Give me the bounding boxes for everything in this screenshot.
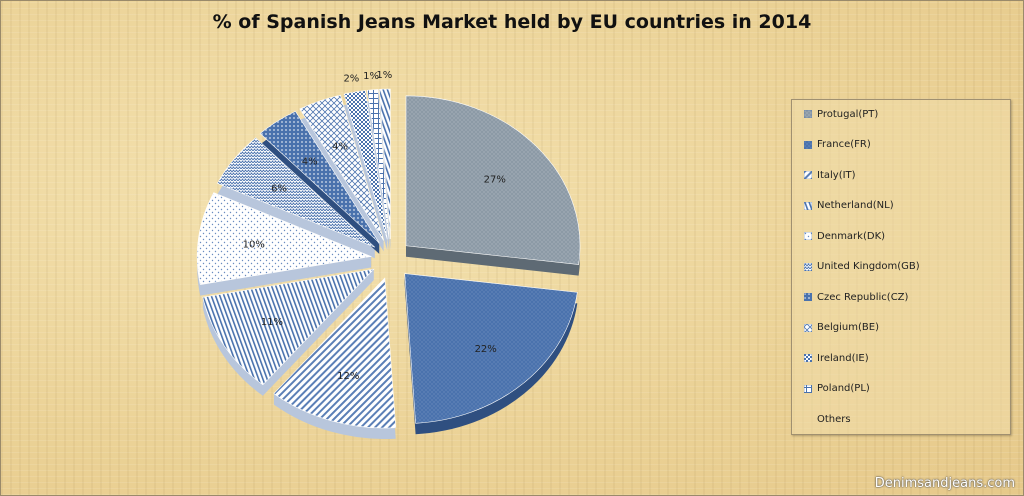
legend-swatch-ireland-ie	[804, 354, 812, 362]
legend-swatch-protugal-pt	[804, 110, 812, 118]
pie-slice-side-poland-pl	[367, 89, 390, 251]
pie-slice-czec-republic-cz	[259, 110, 380, 244]
legend-label-denmark-dk: Denmark(DK)	[817, 230, 886, 242]
legend-label-protugal-pt: Protugal(PT)	[817, 108, 879, 120]
pie-slice-label-czec-republic-cz: 4%	[302, 156, 318, 167]
pie-slice-label-poland-pl: 1%	[363, 71, 379, 82]
legend-swatch-france-fr	[804, 140, 812, 149]
pie-slice-others	[379, 88, 391, 240]
legend-swatch-united-kingdom-gb	[804, 262, 812, 271]
pie-slice-label-ireland-ie: 2%	[343, 73, 359, 84]
legend-label-italy-it: Italy(IT)	[817, 169, 856, 181]
pie-slice-side-belgium-be	[299, 95, 384, 252]
legend-item-others: Others	[804, 411, 851, 427]
pie-slice-france-fr	[404, 273, 578, 424]
legend-swatch-denmark-dk	[804, 232, 812, 240]
pie-slice-side-united-kingdom-gb	[217, 137, 375, 259]
pie-slice-ireland-ie	[343, 90, 388, 240]
pie-slice-side-protugal-pt	[406, 95, 581, 276]
pie-slice-label-united-kingdom-gb: 6%	[271, 183, 287, 194]
legend-item-ireland-ie: Ireland(IE)	[804, 350, 869, 366]
legend-swatch-others	[804, 415, 812, 423]
legend-label-united-kingdom-gb: United Kingdom(GB)	[817, 261, 920, 272]
legend-label-belgium-be: Belgium(BE)	[817, 322, 879, 333]
chart-title: % of Spanish Jeans Market held by EU cou…	[212, 11, 812, 33]
legend-item-france-fr: France(FR)	[804, 137, 871, 153]
pie-slice-label-netherland-nl: 11%	[261, 317, 283, 328]
pie-slice-protugal-pt	[405, 95, 581, 265]
legend-item-belgium-be: Belgium(BE)	[804, 320, 879, 336]
legend-label-ireland-ie: Ireland(IE)	[817, 352, 869, 364]
pie-slice-netherland-nl	[202, 268, 375, 386]
pie-slice-belgium-be	[299, 94, 384, 241]
legend-label-france-fr: France(FR)	[817, 139, 871, 150]
pie-slice-label-denmark-dk: 10%	[243, 240, 265, 251]
legend-swatch-poland-pl	[804, 384, 812, 393]
watermark: Denimsandjeans.com	[874, 476, 1015, 491]
pie-slice-denmark-dk	[196, 192, 373, 285]
legend-swatch-czec-republic-cz	[804, 293, 812, 301]
legend-label-others: Others	[817, 413, 851, 425]
legend-label-netherland-nl: Netherland(NL)	[817, 200, 894, 211]
legend-swatch-netherland-nl	[804, 201, 812, 210]
legend-item-poland-pl: Poland(PL)	[804, 381, 870, 397]
pie-slice-label-protugal-pt: 27%	[484, 174, 506, 185]
legend-swatch-italy-it	[804, 171, 812, 179]
legend-item-netherland-nl: Netherland(NL)	[804, 198, 894, 214]
pie-slice-side-denmark-dk	[197, 192, 372, 296]
legend-item-czec-republic-cz: Czec Republic(CZ)	[804, 289, 908, 305]
legend-swatch-belgium-be	[804, 323, 812, 332]
chart-legend: Protugal(PT) France(FR) Italy(IT) Netherlan…	[791, 99, 1011, 435]
legend-item-denmark-dk: Denmark(DK)	[804, 228, 885, 244]
pie-slice-united-kingdom-gb	[216, 137, 376, 248]
legend-label-czec-republic-cz: Czec Republic(CZ)	[817, 291, 909, 303]
legend-item-united-kingdom-gb: United Kingdom(GB)	[804, 259, 920, 275]
pie-slice-label-italy-it: 12%	[337, 371, 359, 382]
pie-slice-italy-it	[273, 277, 397, 429]
legend-item-protugal-pt: Protugal(PT)	[804, 106, 878, 122]
pie-slice-poland-pl	[366, 89, 390, 240]
legend-label-poland-pl: Poland(PL)	[817, 383, 870, 394]
pie-slice-label-belgium-be: 4%	[332, 142, 348, 153]
pie-slice-label-france-fr: 22%	[475, 344, 497, 355]
pie-slice-label-others: 1%	[376, 70, 392, 81]
pie-slice-side-czec-republic-cz	[260, 111, 380, 254]
legend-item-italy-it: Italy(IT)	[804, 167, 856, 183]
